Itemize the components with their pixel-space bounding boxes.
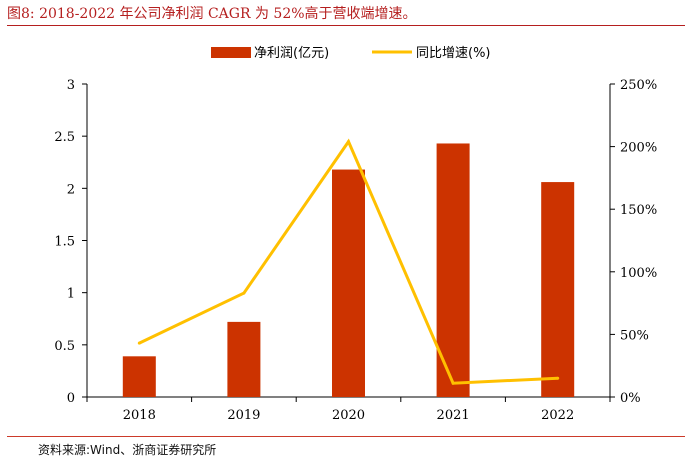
bar-series (122, 143, 575, 397)
growth-point-2019 (242, 291, 246, 295)
left-tick-label: 3 (67, 78, 75, 93)
left-tick-label: 2 (67, 182, 75, 197)
legend-bar-label: 净利润(亿元) (254, 46, 329, 61)
left-tick-label: 1 (67, 287, 75, 302)
source-rule (7, 436, 685, 437)
x-tick-label: 2019 (227, 408, 260, 423)
x-tick-label: 2018 (123, 408, 156, 423)
legend: 净利润(亿元) 同比增速(%) (211, 46, 491, 61)
left-tick-label: 0.5 (54, 339, 75, 354)
bar-2022 (541, 182, 575, 397)
right-tick-label: 50% (620, 328, 649, 343)
axis-ticks: 0 0.5 1 1.5 2 2.5 3 0% 50% 100% 150% 200% 250% 2018 20… (54, 78, 657, 423)
title-rule (7, 25, 685, 26)
bar-2020 (332, 169, 365, 397)
growth-point-2021 (451, 381, 455, 385)
growth-point-2022 (556, 376, 560, 380)
right-tick-label: 150% (620, 203, 657, 218)
x-tick-label: 2020 (332, 408, 365, 423)
bar-2018 (122, 356, 156, 397)
x-tick-label: 2022 (541, 408, 574, 423)
right-tick-label: 100% (620, 266, 657, 281)
figure-title: 图8: 2018-2022 年公司净利润 CAGR 为 52%高于营收端增速。 (7, 6, 417, 22)
line-series (137, 138, 560, 385)
growth-point-2018 (137, 341, 141, 345)
growth-point-2020 (347, 140, 350, 144)
bar-2019 (227, 321, 261, 397)
left-tick-label: 1.5 (54, 235, 75, 250)
right-tick-label: 250% (620, 78, 657, 93)
right-tick-label: 0% (620, 391, 641, 406)
right-tick-label: 200% (620, 141, 657, 156)
legend-bar-swatch (211, 47, 251, 58)
x-tick-label: 2021 (437, 408, 470, 423)
legend-line-label: 同比增速(%) (416, 46, 491, 61)
left-tick-label: 2.5 (54, 130, 75, 145)
source-note: 资料来源:Wind、浙商证券研究所 (38, 443, 217, 457)
left-tick-label: 0 (67, 391, 75, 406)
